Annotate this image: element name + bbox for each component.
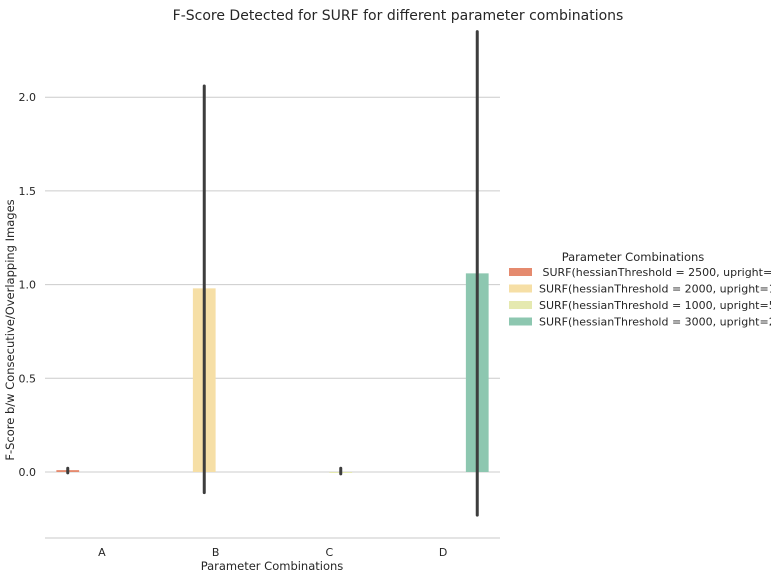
x-axis-label: Parameter Combinations — [201, 559, 344, 573]
legend-swatch — [509, 317, 532, 326]
chart-title: F-Score Detected for SURF for different … — [173, 8, 624, 24]
bars — [56, 273, 489, 473]
legend-label: SURF(hessianThreshold = 2000, upright=10… — [539, 283, 771, 296]
error-bars — [66, 30, 479, 517]
y-axis-label: F-Score b/w Consecutive/Overlapping Imag… — [3, 199, 17, 460]
x-tick-label: C — [326, 546, 334, 559]
legend-swatch — [509, 301, 532, 309]
legend: Parameter Combinations SURF(hessianThres… — [509, 250, 771, 329]
x-tick-label: A — [98, 546, 106, 559]
x-tick-label: B — [212, 546, 220, 559]
y-tick-label: 0.5 — [19, 372, 37, 385]
legend-label: SURF(hessianThreshold = 1000, upright=5) — [539, 299, 771, 312]
x-tick-label: D — [439, 546, 447, 559]
legend-swatch — [509, 284, 532, 293]
legend-label: SURF(hessianThreshold = 2500, upright=15… — [539, 266, 771, 279]
y-axis-ticks: 0.0 0.5 1.0 1.5 2.0 — [19, 91, 37, 479]
legend-title: Parameter Combinations — [562, 250, 705, 264]
x-axis-ticks: A B C D — [98, 546, 447, 559]
y-tick-label: 2.0 — [19, 91, 37, 104]
y-tick-label: 1.5 — [19, 185, 37, 198]
legend-label: SURF(hessianThreshold = 3000, upright=20… — [539, 316, 771, 329]
y-tick-label: 1.0 — [19, 279, 37, 292]
gridlines — [45, 96, 500, 473]
legend-swatch — [509, 268, 532, 276]
y-tick-label: 0.0 — [19, 466, 37, 479]
